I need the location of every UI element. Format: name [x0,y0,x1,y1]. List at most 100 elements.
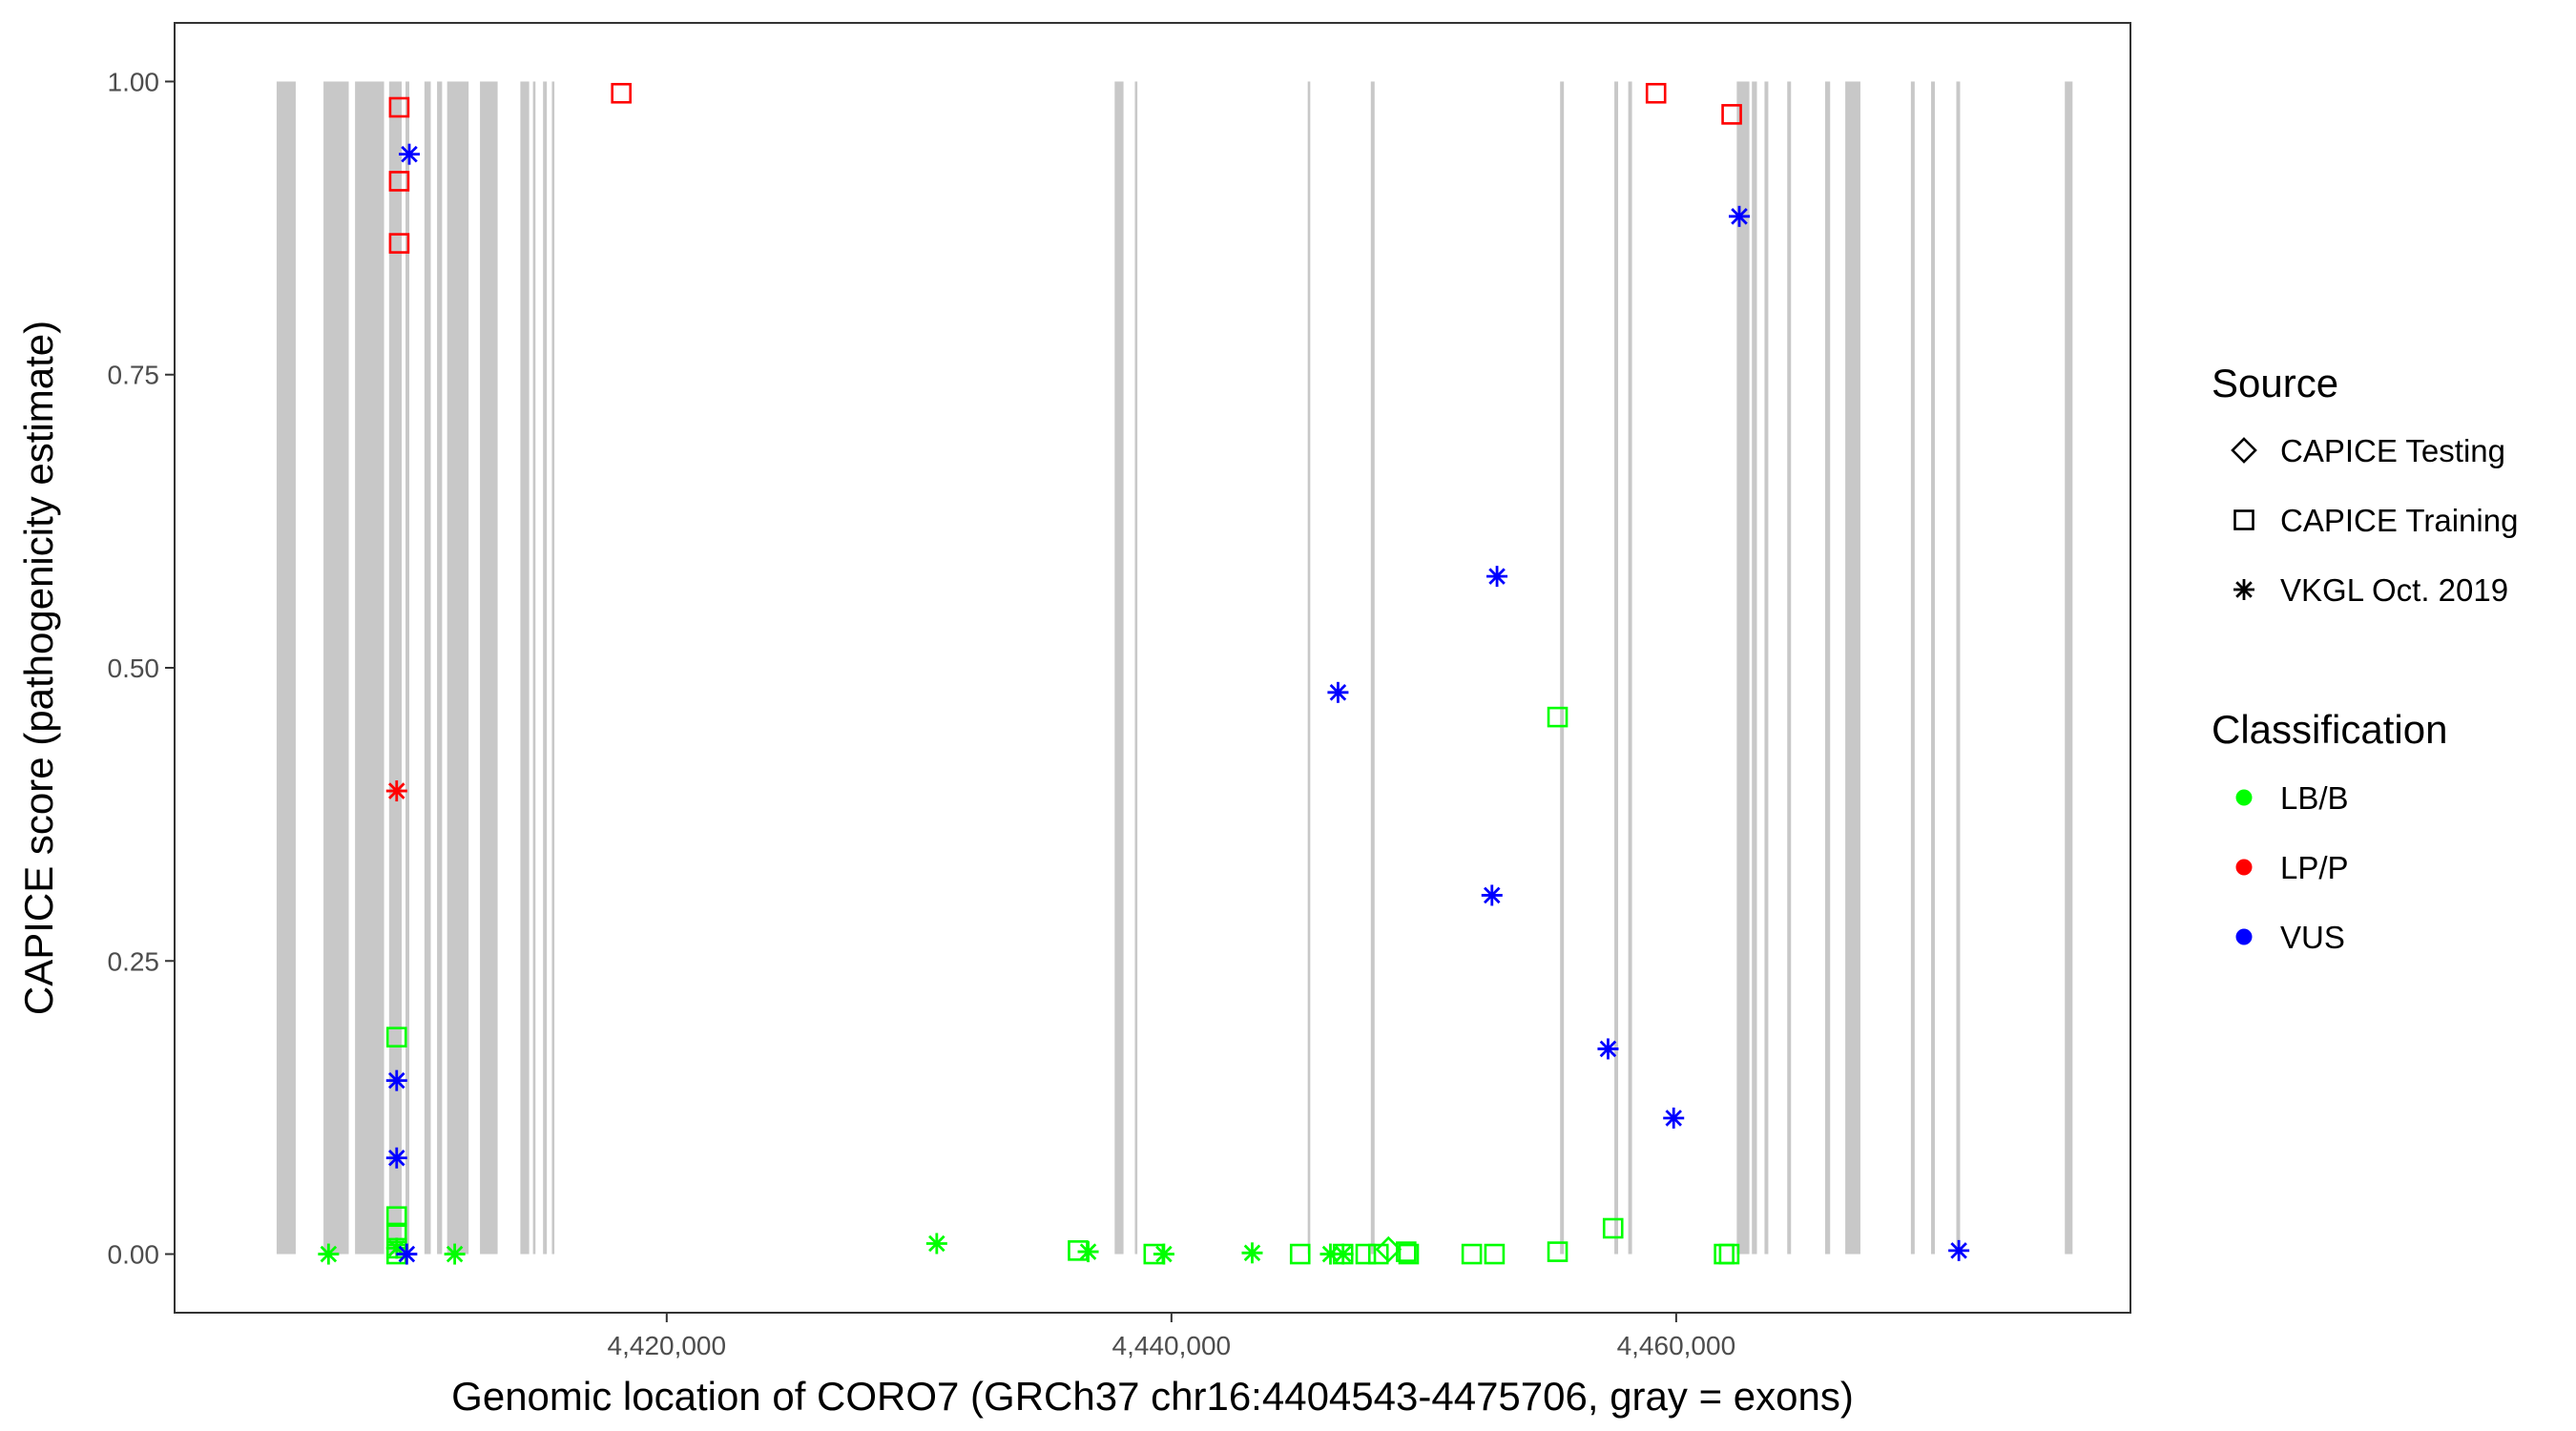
exon-band [520,81,530,1255]
data-point [1396,1241,1417,1262]
data-point [1461,1243,1483,1265]
legend: Source CAPICE Testing CAPICE Training VKGL… [2212,361,2518,955]
data-point [444,1243,466,1265]
data-points [318,82,1970,1265]
exon-band [405,81,409,1255]
legend-source-label: CAPICE Testing [2280,433,2505,468]
data-point [1718,1243,1740,1265]
exon-band [1114,81,1124,1255]
data-point [388,171,410,192]
data-point [1597,1038,1619,1060]
data-point [1355,1243,1377,1265]
exon-band [1787,81,1792,1255]
legend-classification-label: LP/P [2280,850,2349,885]
legend-key-dot [2235,859,2253,876]
exon-band [1845,81,1860,1255]
y-tick-label: 0.00 [108,1240,160,1270]
x-tick-label: 4,440,000 [1112,1331,1232,1360]
exon-band [424,81,431,1255]
exon-band [276,81,296,1255]
x-tick-label: 4,460,000 [1617,1331,1736,1360]
exon-band [1824,81,1831,1255]
legend-key-asterisk [2233,579,2254,600]
legend-source-title: Source [2212,361,2338,405]
exon-band [447,81,469,1255]
exon-band [1910,81,1915,1255]
exon-bands [276,81,2073,1255]
legend-key-dot [2235,789,2253,806]
legend-source-items: CAPICE Testing CAPICE Training VKGL Oct. 2… [2231,433,2518,608]
exon-band [323,81,349,1255]
data-point [1729,205,1750,227]
data-point [1721,104,1742,125]
exon-band [1307,81,1311,1255]
data-point [385,780,407,802]
legend-classification-label: VUS [2280,920,2345,955]
exon-band [1764,81,1769,1255]
data-point [385,1069,407,1091]
data-point [1663,1107,1685,1129]
exon-band [355,81,384,1255]
data-point [1481,884,1503,906]
legend-source-label: CAPICE Training [2280,503,2518,538]
exon-band [543,81,548,1255]
data-point [396,1243,418,1265]
exon-band [480,81,498,1255]
legend-key-square [2233,509,2254,530]
exon-band [551,81,555,1255]
data-point [399,143,420,165]
exon-band [388,81,403,1255]
data-point [1367,1243,1389,1265]
data-point [1645,82,1667,104]
exon-band [1736,81,1750,1255]
exon-band [1956,81,1961,1255]
exon-band [1931,81,1935,1255]
data-point [1289,1243,1311,1265]
data-point [1602,1217,1624,1239]
exon-band [1134,81,1138,1255]
data-point [1484,1243,1506,1265]
data-point [611,82,632,104]
data-point [388,233,410,254]
y-axis: 0.00 0.25 0.50 0.75 1.00 [108,67,175,1270]
legend-key-dot [2235,928,2253,945]
exon-band [1628,81,1632,1255]
data-point [1398,1243,1420,1265]
data-point [385,1147,407,1169]
data-point [388,96,410,118]
data-point [1948,1239,1970,1261]
exon-band [437,81,443,1255]
exon-band [532,81,536,1255]
exon-band [2065,81,2073,1255]
data-point [1327,681,1349,703]
legend-source-label: VKGL Oct. 2019 [2280,572,2508,608]
data-point [925,1233,947,1255]
data-point [1153,1243,1174,1265]
x-axis-title: Genomic location of CORO7 (GRCh37 chr16:… [451,1374,1854,1419]
data-point [1547,706,1568,728]
data-point [385,1206,407,1228]
x-axis: 4,420,000 4,440,000 4,460,000 [608,1313,1736,1360]
y-axis-title: CAPICE score (pathogenicity estimate) [16,321,61,1015]
data-point [1332,1243,1354,1265]
exon-band [1370,81,1375,1255]
exon-band [1560,81,1565,1255]
data-point [1547,1241,1568,1262]
x-tick-label: 4,420,000 [608,1331,727,1360]
y-tick-label: 0.25 [108,946,160,976]
data-point [385,1027,407,1047]
y-tick-label: 0.75 [108,361,160,390]
data-point [1077,1241,1099,1263]
data-point [318,1243,340,1265]
legend-key-diamond [2231,437,2257,464]
data-point [1486,566,1508,588]
y-tick-label: 0.50 [108,653,160,683]
exon-band [1614,81,1619,1255]
legend-classification-label: LB/B [2280,780,2349,816]
legend-classification-items: LB/B LP/P VUS [2235,780,2349,955]
exon-band [1752,81,1757,1255]
data-point [1241,1242,1263,1264]
y-tick-label: 1.00 [108,67,160,96]
legend-classification-title: Classification [2212,707,2447,752]
